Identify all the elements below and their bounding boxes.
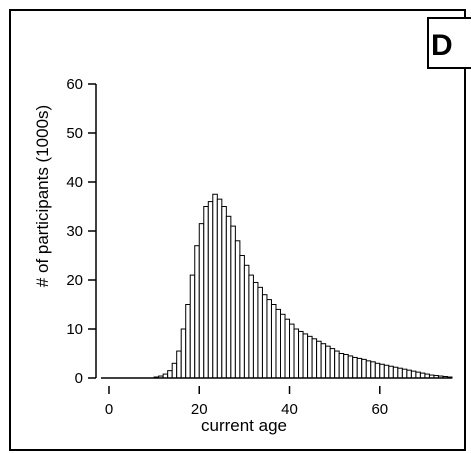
histogram-bar [293, 328, 300, 379]
histogram-bar [167, 370, 173, 379]
histogram-bar [171, 362, 178, 379]
histogram-bar [410, 370, 417, 379]
histogram-bar [401, 368, 408, 379]
histogram-bar [270, 304, 277, 379]
histogram-bar [221, 206, 227, 379]
histogram-bar [392, 366, 399, 379]
histogram-bar [298, 330, 304, 379]
y-axis-title: # of participants (1000s) [33, 105, 52, 287]
histogram-bar [212, 193, 218, 379]
histogram-bar [243, 264, 250, 379]
y-tick-label: 50 [66, 125, 83, 142]
histogram-bar [266, 299, 272, 379]
histogram-bar [180, 328, 187, 379]
histogram-bar [198, 223, 205, 379]
histogram-bar [257, 286, 263, 379]
histogram-bar [230, 225, 236, 379]
histogram-bar [207, 201, 214, 379]
histogram-bar [397, 367, 403, 379]
histogram-bar [374, 362, 381, 379]
y-tick-label: 30 [66, 223, 83, 240]
histogram-bar [334, 350, 340, 379]
histogram-bar [234, 240, 241, 379]
histogram-bar [302, 333, 309, 379]
histogram-bar [176, 350, 182, 379]
histogram-bar [248, 274, 254, 379]
histogram-bar [280, 313, 286, 379]
panel-label-box [427, 17, 471, 69]
y-tick-label: 0 [75, 370, 83, 387]
histogram-bars [153, 193, 453, 379]
histogram-bar [189, 274, 196, 379]
histogram-bar [365, 360, 372, 379]
histogram-bar [216, 198, 223, 379]
x-axis-title: current age [201, 416, 287, 435]
histogram-bar [194, 245, 200, 379]
x-tick-label: 40 [281, 401, 298, 418]
histogram-bar [307, 335, 313, 379]
panel-label: D [431, 29, 453, 62]
histogram-bar [320, 343, 327, 379]
histogram-bar [383, 364, 390, 379]
histogram-bar [316, 340, 322, 379]
histogram-bar [185, 304, 191, 379]
histogram-bar [239, 255, 245, 379]
histogram-bar [329, 348, 336, 379]
x-tick-label: 60 [371, 401, 388, 418]
histogram-bar [311, 338, 318, 379]
histogram-bar [388, 365, 394, 379]
histogram-bar [203, 206, 209, 379]
histogram-bar [347, 355, 354, 379]
histogram-bar [356, 357, 363, 379]
x-tick-label: 20 [191, 401, 208, 418]
histogram-bar [352, 356, 358, 379]
y-tick-label: 20 [66, 272, 83, 289]
histogram-bar [275, 308, 282, 379]
histogram-bar [252, 281, 259, 379]
y-tick-label: 10 [66, 321, 83, 338]
y-tick-label: 40 [66, 174, 83, 191]
histogram-bar [379, 363, 385, 379]
histogram-bar [284, 318, 291, 379]
histogram-bar [225, 215, 232, 379]
histogram-bar [325, 345, 331, 379]
histogram-bar [361, 358, 367, 379]
histogram-bar [343, 353, 349, 379]
histogram-bar [406, 369, 412, 379]
y-tick-label: 60 [66, 76, 83, 93]
panel-border [9, 9, 466, 451]
x-tick-label: 0 [105, 401, 113, 418]
histogram-bar [338, 353, 345, 379]
tick-marks: 0 10 20 30 40 50 60 0 20 40 60 [66, 76, 388, 418]
histogram-bar [289, 323, 295, 379]
histogram-bar [370, 361, 376, 379]
histogram-bar [415, 371, 421, 379]
histogram-bar [261, 294, 268, 379]
